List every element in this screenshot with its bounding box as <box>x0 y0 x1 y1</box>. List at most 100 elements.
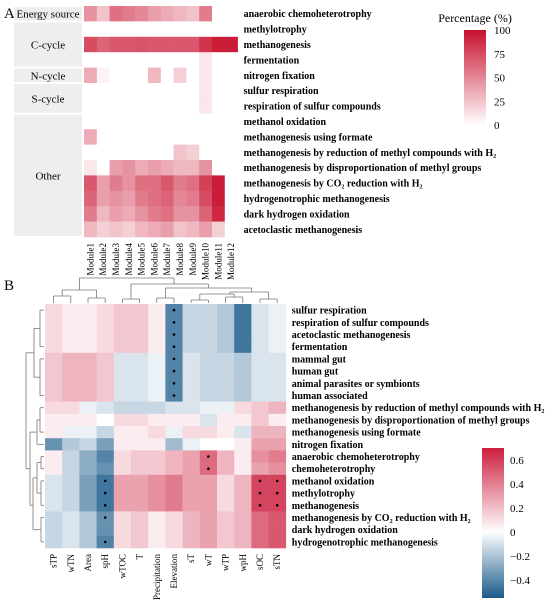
heatmap-cell <box>109 190 123 207</box>
heatmap-cell <box>224 98 238 115</box>
heatmap-cell <box>113 340 132 354</box>
heatmap-cell <box>268 316 287 329</box>
heatmap-cell <box>122 21 136 38</box>
row-dendrogram <box>25 309 44 543</box>
heatmap-cell <box>96 304 115 317</box>
heatmap-cell <box>109 67 123 84</box>
heatmap-cell <box>268 401 287 415</box>
heatmap-cell <box>135 129 149 145</box>
heatmap-cell <box>173 67 187 84</box>
heatmap-cell <box>268 450 287 463</box>
heatmap-cell <box>79 462 97 476</box>
heatmap-cell <box>160 160 174 176</box>
heatmap-cell <box>182 340 201 354</box>
heatmap-cell <box>160 6 174 22</box>
heatmap-cell <box>199 190 213 207</box>
heatmap-cell <box>62 340 80 354</box>
significance-marker <box>172 333 176 336</box>
heatmap-cell <box>199 304 218 317</box>
heatmap-cell <box>199 523 218 537</box>
heatmap-cell <box>122 221 136 238</box>
heatmap-cell <box>84 113 98 130</box>
heatmap-cell <box>199 52 213 68</box>
group-box <box>14 7 82 21</box>
heatmap-cell <box>84 175 98 192</box>
heatmap-cell <box>62 438 80 451</box>
heatmap-cell <box>234 511 252 524</box>
heatmap-cell <box>251 413 269 427</box>
heatmap-cell <box>96 190 110 207</box>
heatmap-cell <box>182 462 201 476</box>
heatmap-cell <box>79 426 97 439</box>
heatmap-cell <box>84 52 98 68</box>
group-box <box>14 84 82 113</box>
heatmap-cell <box>234 401 252 415</box>
row-label: methanogenesis by reduction of methyl co… <box>292 403 545 414</box>
heatmap-cell <box>224 190 238 207</box>
heatmap-cell <box>131 474 149 488</box>
heatmap-cell <box>62 401 80 415</box>
heatmap-cell <box>62 523 80 537</box>
heatmap-cell <box>182 523 201 537</box>
heatmap-cell <box>268 438 287 451</box>
column-label: Module3 <box>111 243 121 276</box>
heatmap-cell <box>160 175 174 192</box>
heatmap-cell <box>135 67 149 84</box>
heatmap-cell <box>217 340 235 354</box>
heatmap-cell <box>84 21 98 38</box>
heatmap-cell <box>182 487 201 500</box>
heatmap-cell <box>84 67 98 84</box>
heatmap-cell <box>148 113 162 130</box>
heatmap-cell <box>217 377 235 390</box>
heatmap-cell <box>199 365 218 378</box>
heatmap-cell <box>131 462 149 476</box>
heatmap-cell <box>62 450 80 463</box>
legend-tick-label: 75 <box>494 49 506 61</box>
heatmap-cell <box>96 83 110 99</box>
heatmap-cell <box>186 190 200 207</box>
heatmap-cell <box>199 352 218 366</box>
heatmap-cell <box>251 316 269 329</box>
heatmap-cell <box>122 113 136 130</box>
column-label: Module5 <box>137 243 147 276</box>
heatmap-cell <box>234 316 252 329</box>
significance-marker <box>172 369 176 373</box>
heatmap-cell <box>212 113 226 130</box>
heatmap-cell <box>268 389 287 402</box>
significance-marker <box>103 491 107 495</box>
heatmap-cell <box>45 535 63 549</box>
heatmap-cell <box>173 98 187 115</box>
heatmap-cell <box>165 499 183 512</box>
heatmap-cell <box>79 450 97 463</box>
heatmap-cell <box>148 340 166 354</box>
heatmap-cell <box>148 144 162 161</box>
heatmap-cell <box>109 206 123 222</box>
heatmap-cell <box>212 6 226 22</box>
heatmap-cell <box>182 535 201 549</box>
heatmap-cell <box>45 352 63 366</box>
heatmap-cell <box>148 98 162 115</box>
heatmap-cell <box>84 6 98 22</box>
heatmap-cell <box>148 511 166 524</box>
heatmap-cell <box>84 190 98 207</box>
heatmap-cell <box>148 328 166 341</box>
heatmap-cell <box>148 352 166 366</box>
heatmap-cell <box>109 221 123 238</box>
heatmap-cell <box>217 352 235 366</box>
heatmap-cell <box>79 487 97 500</box>
column-label: wT <box>203 554 213 566</box>
heatmap-cell <box>45 487 63 500</box>
row-label: human associated <box>292 391 368 402</box>
row-label: respiration of sulfur compounds <box>244 102 381 113</box>
heatmap-cell <box>217 389 235 402</box>
heatmap-cell <box>173 83 187 99</box>
heatmap-cell <box>131 316 149 329</box>
heatmap-cell <box>45 401 63 415</box>
heatmap-cell <box>186 160 200 176</box>
heatmap-cell <box>186 6 200 22</box>
heatmap-cell <box>217 523 235 537</box>
heatmap-cell <box>217 413 235 427</box>
row-label: dark hydrogen oxidation <box>244 209 350 220</box>
heatmap-cell <box>212 190 226 207</box>
column-label: Module6 <box>149 243 159 276</box>
